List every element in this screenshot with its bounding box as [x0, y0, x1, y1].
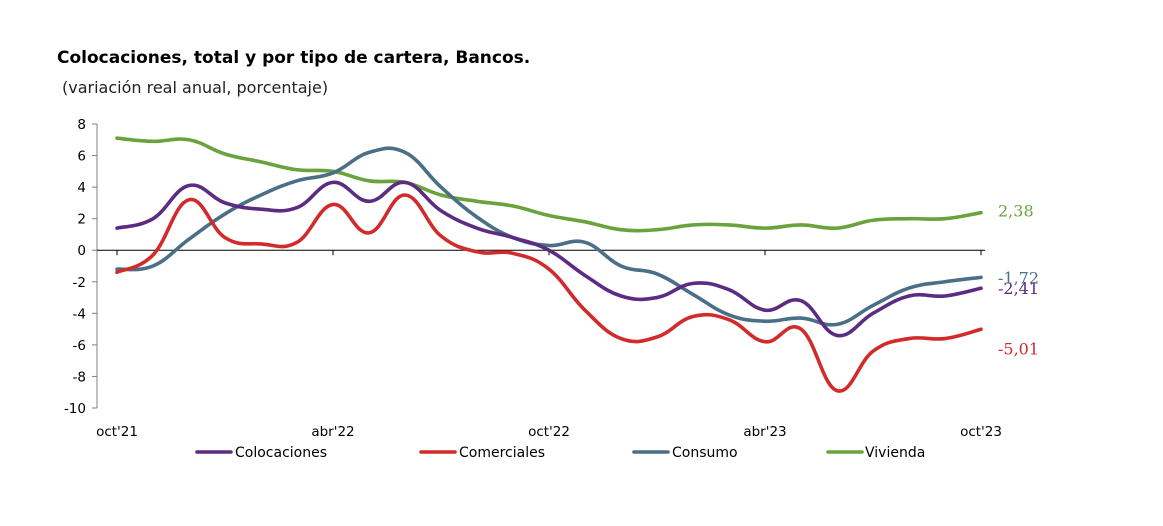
- legend-label-colocaciones: Colocaciones: [235, 445, 327, 461]
- y-tick-label: -8: [73, 369, 86, 385]
- legend-label-consumo: Consumo: [672, 445, 738, 461]
- legend-label-vivienda: Vivienda: [865, 445, 925, 461]
- y-tick-label: 8: [77, 117, 86, 133]
- x-tick-label: oct'23: [960, 424, 1002, 440]
- x-tick-label: abr'23: [743, 424, 786, 440]
- x-tick-label: oct'21: [96, 424, 138, 440]
- series-line-comerciales: [115, 193, 983, 393]
- y-tick-label: 6: [77, 149, 86, 165]
- end-label-consumo: -1,72: [998, 268, 1039, 287]
- legend-label-comerciales: Comerciales: [459, 445, 545, 461]
- series-line-consumo: [115, 146, 983, 327]
- chart-title: Colocaciones, total y por tipo de carter…: [57, 48, 531, 68]
- y-tick-label: -10: [64, 401, 86, 417]
- y-tick-label: 0: [77, 243, 86, 259]
- series-line-colocaciones: [115, 180, 983, 338]
- y-tick-label: -2: [73, 275, 86, 291]
- y-tick-label: -4: [73, 306, 86, 322]
- chart-subtitle: (variación real anual, porcentaje): [62, 78, 329, 97]
- y-tick-label: -6: [73, 338, 86, 354]
- end-label-vivienda: 2,38: [998, 202, 1034, 221]
- series-line-vivienda: [115, 136, 983, 233]
- end-label-colocaciones: -2,41: [998, 279, 1039, 298]
- y-tick-label: 4: [77, 180, 86, 196]
- end-label-comerciales: -5,01: [998, 339, 1039, 358]
- y-tick-label: 2: [77, 212, 86, 228]
- x-tick-label: abr'22: [311, 424, 354, 440]
- x-tick-label: oct'22: [528, 424, 570, 440]
